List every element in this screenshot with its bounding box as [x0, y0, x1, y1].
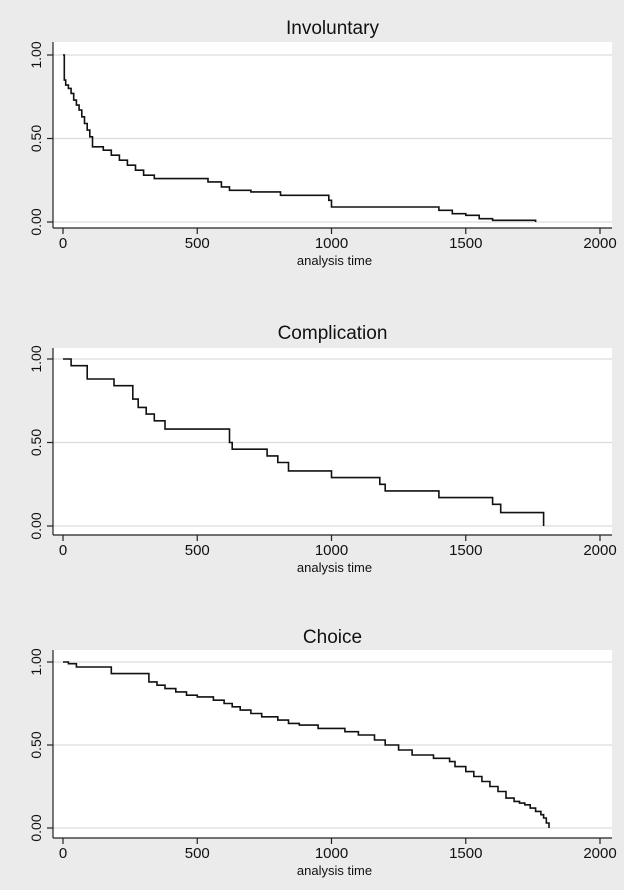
x-tick-label: 500	[185, 542, 210, 559]
x-tick-label: 1000	[315, 235, 348, 252]
y-tick-label: 0.50	[28, 429, 44, 456]
x-tick-label: 500	[185, 235, 210, 252]
x-tick-label: 1000	[315, 845, 348, 862]
survival-curve-series-1	[63, 358, 545, 526]
chart-panel-2: 0.00 0.50 1.00 0 500 1000 1500 2000 analysis tim…	[28, 323, 617, 575]
x-tick-label: 1500	[449, 542, 482, 559]
x-tick-label: 2000	[583, 845, 616, 862]
survival-curve-series-1	[63, 54, 537, 222]
x-tick-label: 0	[59, 845, 67, 862]
x-tick-label: 1500	[449, 235, 482, 252]
x-tick-label: 2000	[583, 235, 616, 252]
x-tick-label: 500	[185, 845, 210, 862]
plot-area	[53, 650, 612, 838]
x-axis-title: analysis time	[297, 253, 372, 268]
y-tick-label: 1.00	[28, 648, 44, 675]
x-tick-label: 1000	[315, 542, 348, 559]
chart-panel-3: 0.00 0.50 1.00 0 500 1000 1500 2000 analysis tim…	[28, 627, 617, 878]
y-tick-label: 1.00	[28, 41, 44, 68]
chart-panel-1: 0.00 0.50 1.00 0 500 1000 1500 2000 analysis tim…	[28, 18, 617, 268]
x-axis-title: analysis time	[297, 560, 372, 575]
y-tick-label: 0.00	[28, 814, 44, 841]
survival-curve-series-1	[63, 661, 550, 828]
plot-area	[53, 42, 612, 228]
y-tick-label: 0.00	[28, 208, 44, 235]
x-tick-label: 0	[59, 235, 67, 252]
x-tick-label: 1500	[449, 845, 482, 862]
x-tick-label: 2000	[583, 542, 616, 559]
x-axis-title: analysis time	[297, 863, 372, 878]
chart-title: Complication	[278, 323, 388, 344]
plot-area	[53, 348, 612, 535]
chart-title: Involuntary	[286, 18, 379, 39]
y-tick-label: 0.00	[28, 512, 44, 539]
y-tick-label: 1.00	[28, 345, 44, 372]
chart-title: Choice	[303, 627, 362, 648]
y-tick-label: 0.50	[28, 125, 44, 152]
x-tick-label: 0	[59, 542, 67, 559]
y-tick-label: 0.50	[28, 731, 44, 758]
